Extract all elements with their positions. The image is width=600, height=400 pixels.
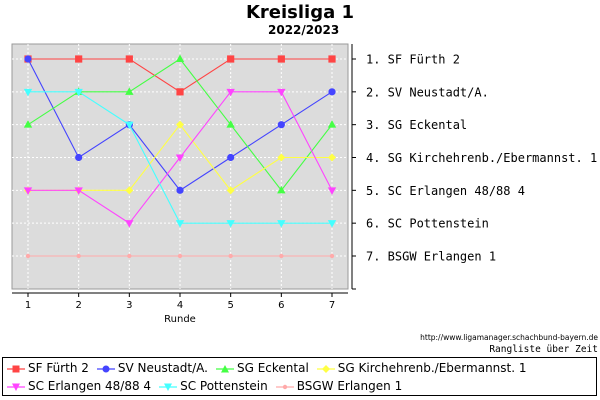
right-tick-label: 4. SG Kirchehrenb./Ebermannst. 1 <box>366 151 597 165</box>
series-point-0 <box>176 88 184 96</box>
right-tick-label: 7. BSGW Erlangen 1 <box>366 250 496 264</box>
legend-item: BSGW Erlangen 1 <box>275 377 403 395</box>
right-tick-label: 3. SG Eckental <box>366 118 467 132</box>
series-point-5 <box>23 88 33 97</box>
legend-label: SV Neustadt/A. <box>117 361 208 375</box>
series-point-4 <box>125 220 134 228</box>
legend-swatch <box>7 365 25 372</box>
x-tick-label: 3 <box>126 300 132 311</box>
series-point-3 <box>226 186 235 195</box>
legend-item: SC Pottenstein <box>159 377 268 395</box>
series-point-1 <box>24 55 32 63</box>
legend-label: SC Erlangen 48/88 4 <box>28 379 152 393</box>
legend-item: SG Eckental <box>215 359 309 377</box>
series-point-5 <box>125 121 134 130</box>
series-point-0 <box>277 55 285 63</box>
series-point-6 <box>228 253 233 259</box>
legend-swatch <box>159 383 178 391</box>
series-point-4 <box>327 187 337 195</box>
right-tick-label: 6. SC Pottenstein <box>366 217 489 231</box>
series-point-1 <box>277 121 285 129</box>
x-tick-label: 5 <box>227 300 233 311</box>
legend-label: SC Pottenstein <box>180 379 268 393</box>
right-tick-label: 1. SF Fürth 2 <box>366 53 460 67</box>
source-url: http://www.ligamanager.schachbund-bayern… <box>420 333 598 342</box>
series-point-3 <box>125 186 134 195</box>
legend-swatch <box>275 384 294 389</box>
series-point-0 <box>227 55 235 63</box>
legend-label: SG Kirchehrenb./Ebermannst. 1 <box>337 361 527 375</box>
series-point-2 <box>327 120 337 128</box>
x-tick-label: 4 <box>177 300 183 311</box>
series-point-5 <box>226 220 235 228</box>
x-axis-label: Runde <box>164 314 196 325</box>
legend-swatch <box>7 383 25 391</box>
series-point-6 <box>329 253 335 259</box>
legend-label: BSGW Erlangen 1 <box>296 379 403 393</box>
chart-subtitle: 2022/2023 <box>268 23 340 37</box>
legend-label: SG Eckental <box>236 361 309 375</box>
series-point-6 <box>279 253 284 259</box>
legend-item: SF Fürth 2 <box>7 359 89 377</box>
series-point-5 <box>277 220 286 228</box>
series-point-1 <box>227 153 235 162</box>
series-point-2 <box>175 54 185 62</box>
series-point-0 <box>125 55 133 63</box>
series-point-0 <box>328 55 336 63</box>
series-point-1 <box>328 88 336 96</box>
series-point-5 <box>327 220 337 228</box>
legend-label: SF Fürth 2 <box>28 361 89 375</box>
series-point-4 <box>23 187 33 195</box>
series-point-3 <box>328 153 336 162</box>
series-point-5 <box>74 88 83 97</box>
series-point-4 <box>277 88 286 97</box>
chart-note: Rangliste über Zeit <box>489 344 598 355</box>
x-tick-label: 2 <box>75 300 81 311</box>
series-point-2 <box>277 185 286 194</box>
series-point-4 <box>226 88 235 97</box>
series-point-2 <box>226 120 235 128</box>
series-point-6 <box>76 253 81 259</box>
right-tick-label: 5. SC Erlangen 48/88 4 <box>366 184 525 198</box>
series-point-1 <box>75 153 83 162</box>
legend-item: SG Kirchehrenb./Ebermannst. 1 <box>316 359 527 377</box>
x-tick-label: 7 <box>329 300 335 311</box>
right-tick-label: 2. SV Neustadt/A. <box>366 85 489 99</box>
legend-item: SV Neustadt/A. <box>96 359 208 377</box>
legend-swatch <box>215 364 234 372</box>
legend: SF Fürth 2 SV Neustadt/A. SG Eckental SG Ki… <box>2 357 597 396</box>
series-point-6 <box>127 253 132 259</box>
series-point-1 <box>176 186 184 194</box>
series-point-6 <box>25 253 31 259</box>
series-point-3 <box>277 153 286 162</box>
legend-swatch <box>316 364 335 373</box>
series-point-2 <box>125 87 134 95</box>
chart-title: Kreisliga 1 <box>245 2 355 23</box>
series-point-2 <box>23 120 33 128</box>
series-point-4 <box>74 187 83 195</box>
legend-item: SC Erlangen 48/88 4 <box>7 377 151 395</box>
legend-swatch <box>96 365 115 372</box>
x-tick-label: 6 <box>278 300 284 311</box>
series-point-5 <box>175 220 185 228</box>
series-point-4 <box>175 154 185 162</box>
series-point-0 <box>75 55 83 63</box>
series-point-3 <box>176 120 184 129</box>
series-point-6 <box>177 253 183 259</box>
x-tick-label: 1 <box>25 300 31 311</box>
